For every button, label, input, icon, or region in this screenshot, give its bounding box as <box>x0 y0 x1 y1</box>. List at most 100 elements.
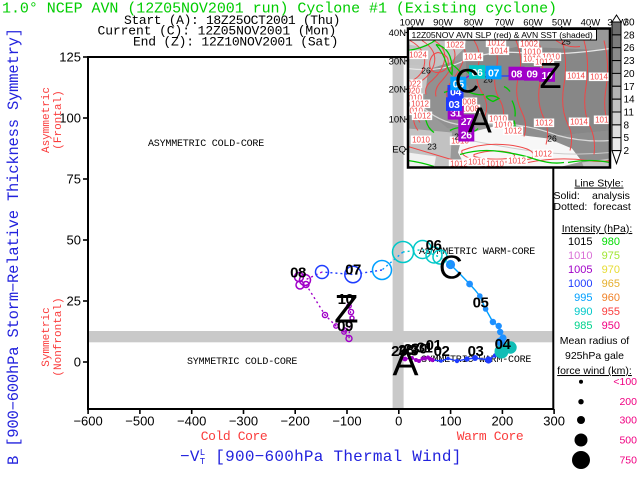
svg-text:26: 26 <box>421 66 431 76</box>
svg-text:500: 500 <box>619 435 637 447</box>
svg-text:−500: −500 <box>125 414 154 429</box>
svg-text:950: 950 <box>602 320 620 332</box>
svg-text:1012: 1012 <box>535 58 553 67</box>
svg-text:1000: 1000 <box>568 278 592 290</box>
svg-text:23: 23 <box>427 142 437 152</box>
svg-text:200: 200 <box>492 414 514 429</box>
svg-text:06: 06 <box>471 67 483 79</box>
svg-text:100W: 100W <box>400 18 425 29</box>
svg-text:60W: 60W <box>523 18 543 29</box>
svg-text:1012: 1012 <box>504 127 522 136</box>
svg-text:1010: 1010 <box>405 107 423 116</box>
svg-text:1015: 1015 <box>568 236 592 248</box>
svg-text:07: 07 <box>488 67 500 79</box>
svg-text:1010: 1010 <box>523 55 541 64</box>
svg-text:20: 20 <box>624 69 636 80</box>
svg-text:25: 25 <box>561 37 571 47</box>
svg-text:28: 28 <box>624 30 636 41</box>
svg-text:1012: 1012 <box>535 119 553 128</box>
svg-text:975: 975 <box>602 250 620 262</box>
svg-text:Symmetric: Symmetric <box>41 307 53 366</box>
svg-text:C: C <box>439 249 463 286</box>
svg-text:26: 26 <box>483 75 493 85</box>
svg-text:1.0° NCEP AVN (12Z05NOV2001 ru: 1.0° NCEP AVN (12Z05NOV2001 run) Cyclone… <box>2 0 557 17</box>
svg-text:1012: 1012 <box>411 100 429 109</box>
svg-text:26: 26 <box>547 134 557 144</box>
svg-text:1014: 1014 <box>464 53 482 62</box>
svg-text:980: 980 <box>602 236 620 248</box>
svg-text:Warm Core: Warm Core <box>457 429 524 444</box>
svg-text:1012: 1012 <box>487 39 505 48</box>
svg-text:970: 970 <box>602 264 620 276</box>
svg-text:1010: 1010 <box>412 136 430 145</box>
svg-text:forecast: forecast <box>594 201 631 213</box>
svg-text:−400: −400 <box>177 414 206 429</box>
svg-text:analysis: analysis <box>592 190 630 202</box>
svg-text:1010: 1010 <box>542 53 560 62</box>
svg-text:750: 750 <box>619 455 637 467</box>
svg-text:A: A <box>468 100 492 141</box>
svg-text:Current (C): 12Z05NOV2001 (Mon: Current (C): 12Z05NOV2001 (Mon) <box>98 24 337 39</box>
svg-text:02: 02 <box>434 343 450 360</box>
svg-text:990: 990 <box>574 306 592 318</box>
svg-text:1022: 1022 <box>446 41 464 50</box>
svg-text:End (Z): 12Z10NOV2001 (Sat): End (Z): 12Z10NOV2001 (Sat) <box>133 34 338 49</box>
svg-text:14: 14 <box>624 95 636 106</box>
svg-text:01: 01 <box>426 337 442 354</box>
svg-text:B [900−600hPa Storm−Relative T: B [900−600hPa Storm−Relative Thickness S… <box>5 28 23 465</box>
svg-text:25: 25 <box>67 293 81 308</box>
svg-text:27: 27 <box>461 116 473 128</box>
svg-text:300: 300 <box>619 415 637 427</box>
svg-text:1014: 1014 <box>570 118 588 127</box>
svg-text:EQ: EQ <box>392 145 406 156</box>
svg-text:−VLT [900−600hPa Thermal Wind]: −VL T [900−600hPa Thermal Wind] <box>180 448 462 467</box>
svg-text:Start (A): 18Z25OCT2001 (Thu): Start (A): 18Z25OCT2001 (Thu) <box>124 13 340 28</box>
svg-text:1010: 1010 <box>494 121 512 130</box>
svg-text:1020: 1020 <box>402 87 420 96</box>
svg-text:300: 300 <box>543 414 565 429</box>
svg-text:26: 26 <box>461 130 473 142</box>
svg-text:06: 06 <box>426 237 442 254</box>
svg-text:1002: 1002 <box>520 40 538 49</box>
svg-text:26: 26 <box>391 343 407 360</box>
svg-text:200: 200 <box>619 396 637 408</box>
svg-text:2: 2 <box>624 146 630 157</box>
svg-text:1008: 1008 <box>458 98 476 107</box>
svg-text:75: 75 <box>67 171 81 186</box>
svg-text:Solid:: Solid: <box>554 190 580 202</box>
svg-text:20N: 20N <box>389 85 407 96</box>
svg-text:1022: 1022 <box>403 80 421 89</box>
svg-text:Dotted:: Dotted: <box>554 201 588 213</box>
svg-text:10: 10 <box>541 70 553 82</box>
svg-text:03: 03 <box>448 99 460 111</box>
svg-text:(Frontal): (Frontal) <box>53 90 65 149</box>
svg-text:70W: 70W <box>494 18 514 29</box>
svg-text:40W: 40W <box>581 18 601 29</box>
svg-text:1010: 1010 <box>489 115 507 124</box>
svg-text:11: 11 <box>624 108 635 119</box>
svg-text:5: 5 <box>624 133 630 144</box>
svg-text:1010: 1010 <box>468 158 486 167</box>
svg-text:1005: 1005 <box>568 264 592 276</box>
svg-text:125: 125 <box>59 49 81 64</box>
svg-text:<100: <100 <box>613 376 637 388</box>
svg-text:17: 17 <box>624 82 636 93</box>
svg-text:30N: 30N <box>389 56 407 67</box>
svg-text:50: 50 <box>67 232 81 247</box>
svg-text:1010: 1010 <box>486 160 504 169</box>
svg-text:10: 10 <box>338 291 354 308</box>
svg-text:90W: 90W <box>433 18 453 29</box>
svg-text:1012: 1012 <box>508 157 526 166</box>
svg-text:(Nonfrontal): (Nonfrontal) <box>53 297 65 376</box>
svg-text:925hPa gale: 925hPa gale <box>565 350 624 362</box>
svg-text:A: A <box>392 342 418 385</box>
svg-text:3: 3 <box>410 343 418 360</box>
svg-text:28: 28 <box>398 342 414 359</box>
svg-text:1010: 1010 <box>404 94 422 103</box>
svg-text:08: 08 <box>511 68 523 80</box>
svg-text:27: 27 <box>404 341 420 358</box>
svg-text:40N: 40N <box>389 28 407 39</box>
svg-text:07: 07 <box>345 262 361 279</box>
svg-text:Z: Z <box>334 288 358 332</box>
svg-text:force wind (km):: force wind (km): <box>557 365 632 377</box>
